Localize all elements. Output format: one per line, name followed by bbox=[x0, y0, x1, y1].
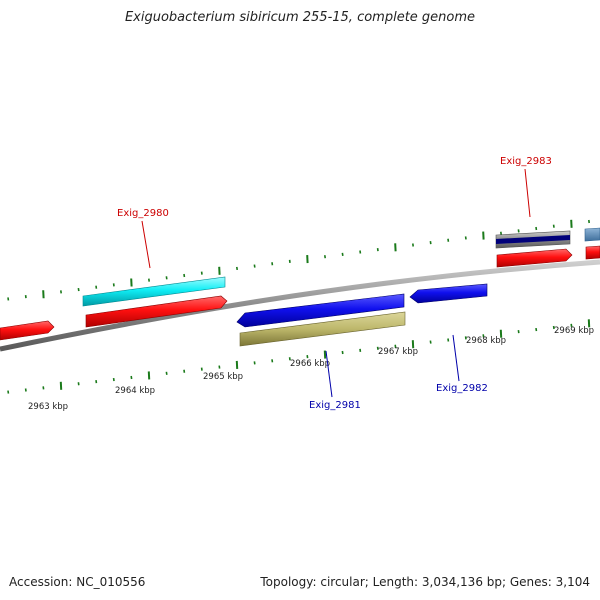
gene-cds-exig-2983-band bbox=[496, 235, 570, 244]
callout-line-exig-2982 bbox=[452, 334, 460, 382]
callout-line-exig-2980 bbox=[141, 220, 151, 269]
gene-cds-exig-2981[interactable] bbox=[236, 293, 405, 328]
genome-backbone bbox=[0, 259, 600, 352]
tick-label-2963: 2963 kbp bbox=[28, 402, 68, 412]
gene-cds-exig-2983[interactable] bbox=[496, 248, 573, 268]
topology-text: Topology: circular; Length: 3,034,136 bp… bbox=[260, 575, 590, 589]
gene-cds-right-edge[interactable] bbox=[585, 245, 600, 260]
gene-label-exig-2983[interactable]: Exig_2983 bbox=[500, 156, 552, 167]
accession-text: Accession: NC_010556 bbox=[9, 575, 146, 589]
callout-line-exig-2981 bbox=[325, 350, 333, 398]
upper-tick-row bbox=[7, 219, 590, 301]
gene-label-exig-2980[interactable]: Exig_2980 bbox=[117, 208, 169, 219]
tick-label-2965: 2965 kbp bbox=[203, 372, 243, 382]
tick-label-2969: 2969 kbp bbox=[554, 326, 594, 336]
gene-label-exig-2981[interactable]: Exig_2981 bbox=[309, 400, 361, 411]
tick-label-2964: 2964 kbp bbox=[115, 386, 155, 396]
tick-label-2968: 2968 kbp bbox=[466, 336, 506, 346]
tick-label-2967: 2967 kbp bbox=[378, 347, 418, 357]
gene-cds-exig-2980[interactable] bbox=[85, 295, 228, 328]
gene-label-exig-2982[interactable]: Exig_2982 bbox=[436, 383, 488, 394]
gene-cds-left-edge[interactable] bbox=[0, 320, 55, 341]
tick-label-2966: 2966 kbp bbox=[290, 359, 330, 369]
gene-cds-right-edge-upper[interactable] bbox=[584, 227, 600, 242]
map-title: Exiguobacterium sibiricum 255-15, comple… bbox=[124, 10, 476, 25]
gene-cds-exig-2980-upper[interactable] bbox=[82, 276, 226, 307]
lower-tick-row bbox=[7, 319, 591, 394]
callout-line-exig-2983 bbox=[524, 168, 531, 218]
gene-cds-exig-2982[interactable] bbox=[409, 283, 488, 304]
gene-cds-exig-2981-lower[interactable] bbox=[239, 311, 406, 347]
